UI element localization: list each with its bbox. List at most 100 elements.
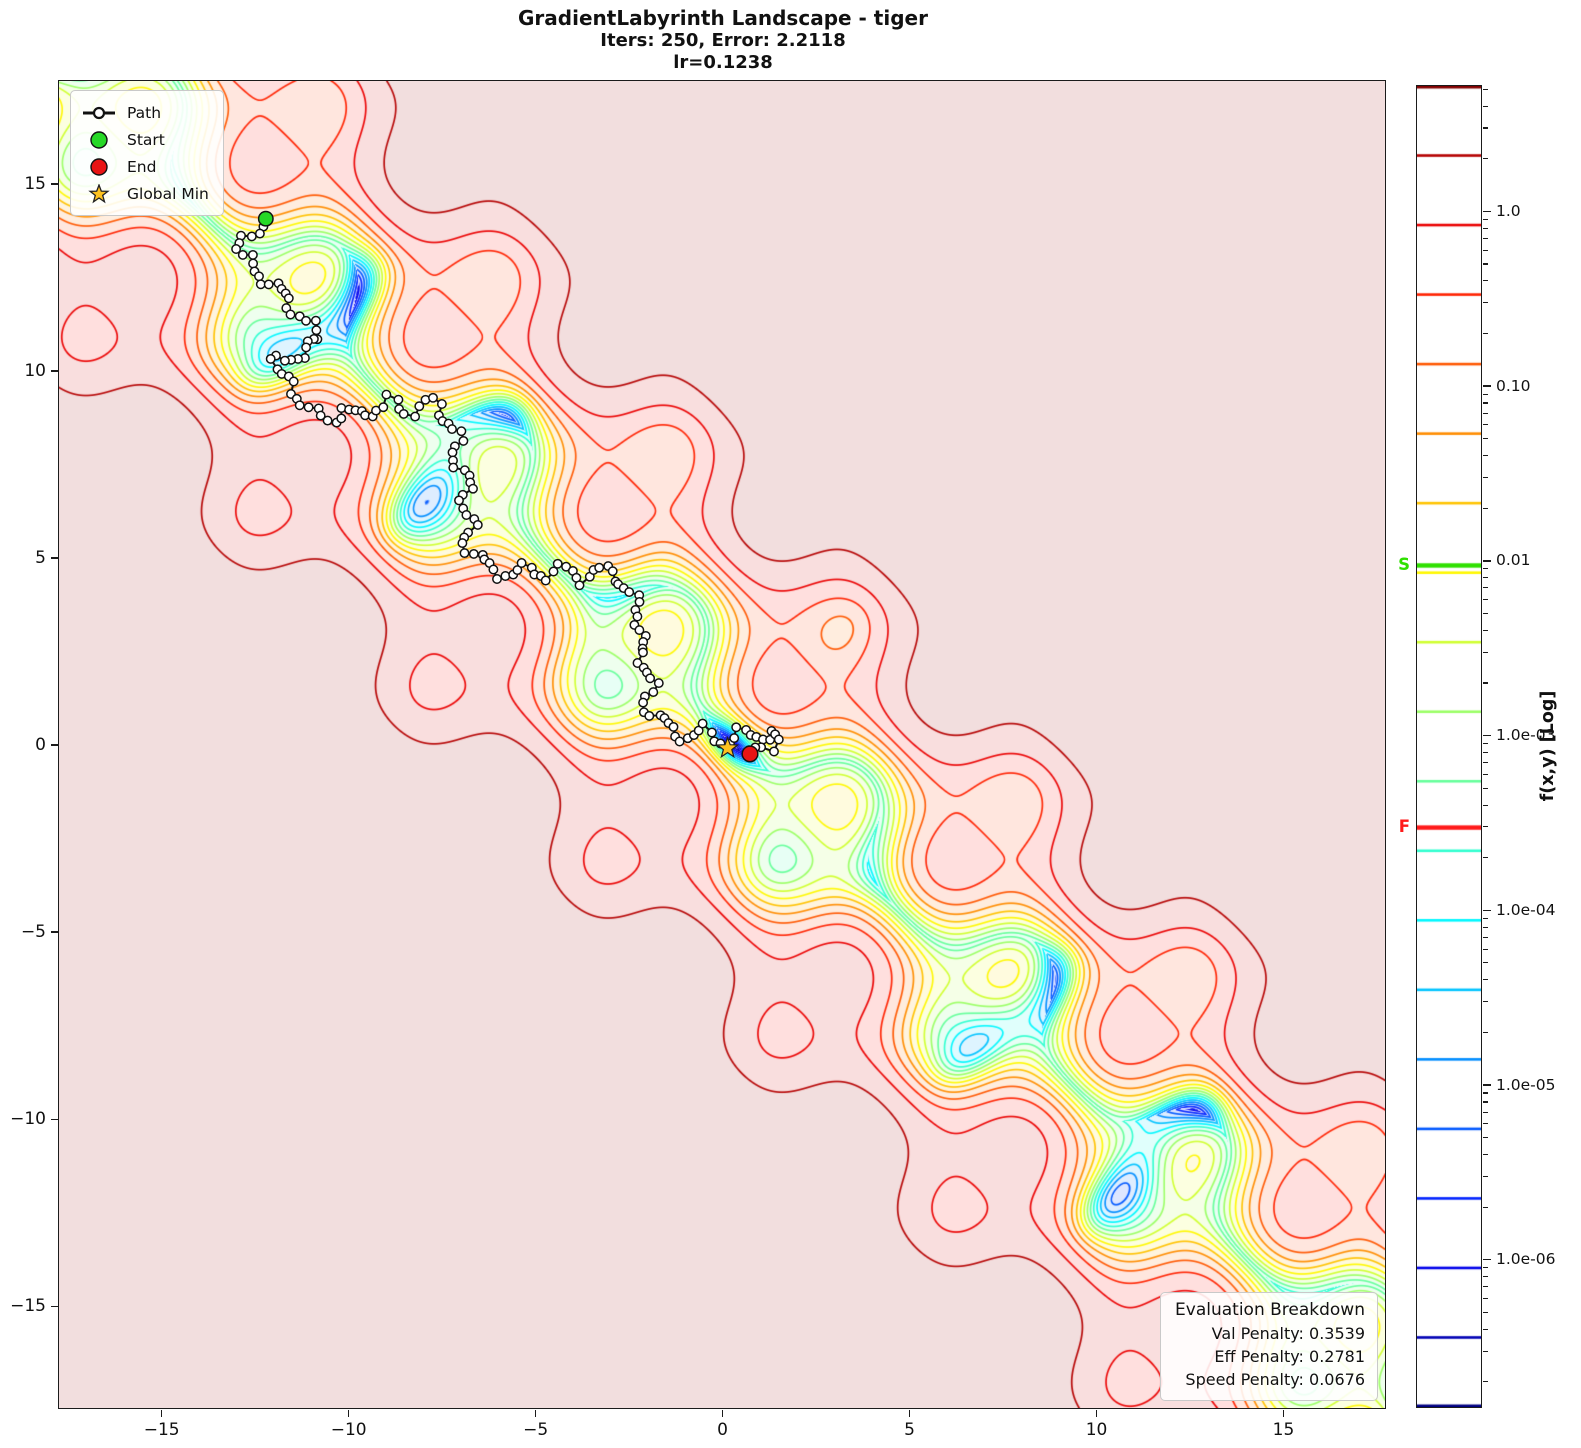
colorbar-minor-tick	[1483, 332, 1488, 335]
colorbar-minor-tick	[1483, 773, 1488, 775]
colorbar-minor-tick	[1483, 302, 1488, 304]
x-tick	[908, 1410, 911, 1417]
colorbar-minor-tick	[1483, 651, 1488, 653]
colorbar-minor-tick	[1483, 743, 1488, 745]
colorbar-tick	[1483, 1259, 1491, 1261]
global-min-legend-icon	[88, 183, 110, 203]
y-tick	[51, 557, 58, 559]
colorbar-minor-tick	[1483, 476, 1488, 478]
colorbar-minor-tick	[1483, 1101, 1488, 1103]
path-overlay	[231, 210, 784, 763]
optimization-path-line	[234, 218, 780, 753]
x-tick-label: 0	[717, 1420, 729, 1440]
y-tick	[51, 1305, 58, 1308]
colorbar-minor-tick	[1483, 1092, 1488, 1094]
y-tick	[51, 370, 58, 372]
colorbar-minor-tick	[1483, 926, 1488, 928]
end-legend-icon	[90, 157, 108, 176]
colorbar-minor-tick	[1483, 787, 1488, 789]
colorbar-minor-tick	[1483, 1111, 1488, 1113]
colorbar-tick	[1483, 734, 1491, 737]
colorbar-minor-tick	[1483, 857, 1488, 859]
colorbar-tick-label: 1.0	[1496, 201, 1521, 220]
colorbar-minor-tick	[1483, 1350, 1488, 1352]
evaluation-breakdown-title: Evaluation Breakdown	[1175, 1300, 1365, 1320]
x-tick	[1282, 1410, 1285, 1417]
x-tick	[1095, 1410, 1098, 1417]
colorbar-minor-tick	[1483, 948, 1488, 950]
colorbar-start-level-label: S	[1398, 555, 1410, 575]
colorbar-minor-tick	[1483, 1381, 1488, 1383]
colorbar-tick	[1483, 560, 1491, 562]
colorbar-minor-tick	[1483, 393, 1488, 395]
colorbar-tick	[1483, 1084, 1491, 1086]
colorbar-minor-tick	[1483, 1175, 1488, 1177]
colorbar-minor-tick	[1483, 577, 1488, 579]
colorbar-minor-tick	[1483, 455, 1488, 457]
colorbar-tick	[1483, 210, 1491, 213]
colorbar-minor-tick	[1483, 249, 1488, 251]
y-tick	[51, 1118, 58, 1121]
colorbar	[1416, 85, 1482, 1408]
colorbar-minor-tick	[1483, 402, 1488, 404]
colorbar-tick-label: 1.0e-04	[1496, 900, 1556, 919]
colorbar-minor-tick	[1483, 412, 1488, 414]
legend: Path Start End Global Min	[70, 90, 224, 216]
colorbar-minor-tick	[1483, 88, 1488, 90]
colorbar-minor-tick	[1483, 979, 1488, 981]
colorbar-minor-tick	[1483, 127, 1488, 129]
colorbar-minor-tick	[1483, 1286, 1488, 1288]
colorbar-minor-tick	[1483, 218, 1488, 220]
colorbar-tick-label: 1.0e-06	[1496, 1250, 1556, 1269]
x-tick-label: −15	[143, 1420, 180, 1440]
end-marker	[741, 745, 759, 763]
colorbar-tick-label: 1.0e-05	[1496, 1075, 1556, 1094]
y-tick-label: 0	[35, 735, 46, 756]
colorbar-minor-tick	[1483, 1206, 1488, 1208]
start-marker	[257, 210, 274, 227]
evaluation-breakdown-box: Evaluation Breakdown Val Penalty: 0.3539…	[1160, 1292, 1378, 1401]
x-tick-label: 10	[1085, 1420, 1108, 1440]
legend-label-global-min: Global Min	[127, 184, 209, 203]
y-tick-label: 15	[24, 173, 46, 194]
colorbar-minor-tick	[1483, 962, 1488, 964]
colorbar-minor-tick	[1483, 507, 1488, 509]
legend-label-end: End	[127, 157, 157, 176]
colorbar-minor-tick	[1483, 1311, 1488, 1313]
colorbar-minor-tick	[1483, 629, 1488, 631]
path-markers	[231, 213, 784, 757]
colorbar-minor-tick	[1483, 917, 1488, 919]
legend-item-end: End	[81, 153, 209, 180]
colorbar-minor-tick	[1483, 568, 1488, 570]
colorbar-minor-tick	[1483, 1154, 1488, 1156]
colorbar-minor-tick	[1483, 227, 1488, 229]
colorbar-canvas	[1417, 86, 1481, 1407]
colorbar-minor-tick	[1483, 1267, 1488, 1269]
legend-item-start: Start	[81, 126, 209, 153]
colorbar-minor-tick	[1483, 1123, 1488, 1125]
colorbar-minor-tick	[1483, 612, 1488, 614]
x-tick	[160, 1410, 163, 1417]
title-line-3: lr=0.1238	[673, 52, 773, 73]
title-line-1: GradientLabyrinth Landscape - tiger	[518, 6, 928, 30]
legend-label-path: Path	[127, 103, 162, 122]
colorbar-minor-tick	[1483, 424, 1488, 426]
colorbar-minor-tick	[1483, 599, 1488, 601]
colorbar-minor-tick	[1483, 1276, 1488, 1278]
x-tick-label: 5	[904, 1420, 915, 1440]
colorbar-axis-label: f(x,y) [Log]	[1538, 690, 1558, 801]
legend-item-path: Path	[81, 99, 209, 126]
global-min-star	[715, 735, 740, 759]
speed-penalty-line: Speed Penalty: 0.0676	[1185, 1370, 1365, 1389]
y-tick	[51, 183, 58, 185]
colorbar-minor-tick	[1483, 1328, 1488, 1330]
y-tick	[51, 931, 58, 933]
colorbar-tick	[1483, 385, 1491, 387]
legend-label-start: Start	[127, 130, 165, 149]
colorbar-minor-tick	[1483, 158, 1488, 160]
colorbar-minor-tick	[1483, 280, 1488, 282]
y-tick-label: 5	[35, 547, 46, 568]
colorbar-tick-label: 0.01	[1496, 551, 1531, 570]
colorbar-minor-tick	[1483, 1297, 1488, 1300]
